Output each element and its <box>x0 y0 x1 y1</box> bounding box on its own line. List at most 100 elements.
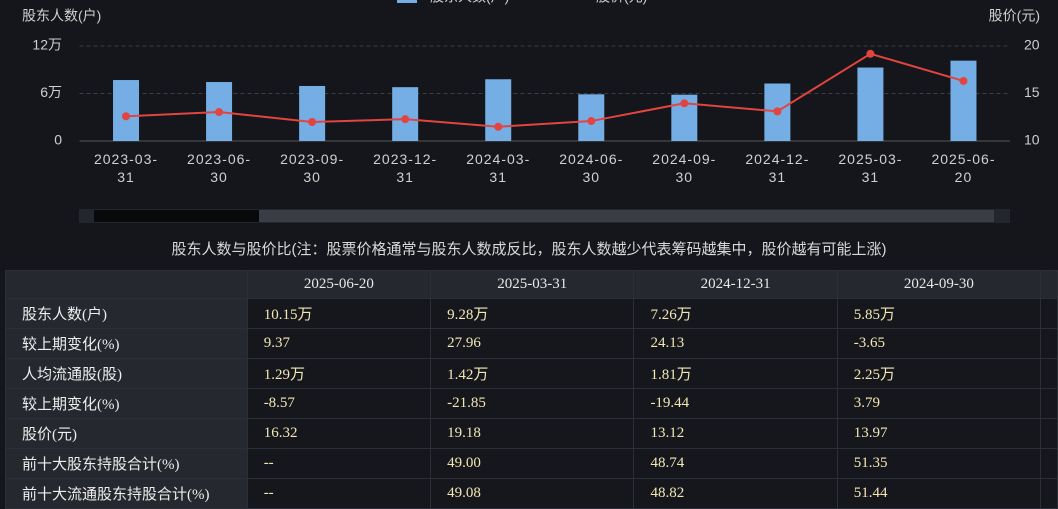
y-tick-label: 12万 <box>32 37 62 53</box>
cell: 1.42万 <box>430 358 635 389</box>
cell: 49.08 <box>430 478 635 509</box>
y-tick-label: 0 <box>54 132 62 148</box>
y2-tick-label: 10 <box>1024 132 1040 148</box>
cell: 24.13 <box>633 328 838 359</box>
cell: 49.00 <box>430 448 635 479</box>
cell: 16.32 <box>246 418 432 449</box>
price-dot <box>494 122 503 131</box>
price-dot <box>587 117 596 126</box>
cell: 48.82 <box>633 478 838 509</box>
table-row: 较上期变化(%) 9.37 27.96 24.13 -3.65 <box>5 328 1058 359</box>
cell: 9.37 <box>246 328 432 359</box>
cell: 1.29万 <box>246 358 432 389</box>
row-label: 股价(元) <box>5 418 248 449</box>
cell <box>1039 448 1058 479</box>
bar <box>299 85 326 141</box>
price-dot <box>122 112 131 121</box>
cell: 7.26万 <box>633 298 838 329</box>
price-dot <box>773 107 782 116</box>
y2-tick-label: 15 <box>1024 84 1040 100</box>
x-tick-label: 2023-12-31 <box>373 151 438 185</box>
bar <box>113 80 140 141</box>
price-dot <box>866 49 875 58</box>
x-tick-label: 2024-12-31 <box>745 151 810 185</box>
cell <box>1039 328 1058 359</box>
x-tick-label: 2024-03-31 <box>466 151 531 185</box>
cell: 3.79 <box>836 388 1041 419</box>
x-tick-label: 2025-03-31 <box>838 151 903 185</box>
price-line <box>125 52 964 128</box>
cell: 19.18 <box>430 418 635 449</box>
x-tick-label: 2023-09-30 <box>280 151 345 185</box>
table-row: 较上期变化(%) -8.57 -21.85 -19.44 3.79 <box>5 388 1058 419</box>
table-row: 股价(元) 16.32 19.18 13.12 13.97 <box>5 418 1058 449</box>
cell: 27.96 <box>430 328 635 359</box>
row-label: 较上期变化(%) <box>5 388 248 419</box>
cell <box>1039 478 1058 509</box>
price-dot <box>959 76 968 85</box>
cell <box>1039 418 1058 449</box>
cell: 13.97 <box>836 418 1041 449</box>
x-tick-label: 2023-03-31 <box>93 151 159 185</box>
row-label: 人均流通股(股) <box>5 358 248 389</box>
x-tick-label: 2025-06-20 <box>931 151 996 185</box>
header-cell: 2025-03-31 <box>430 270 635 299</box>
chart-panel: 股东人数(户) 股价(元) 0 6万 12万 10 15 20 股东人数(户) 股价(元) 股… <box>22 0 1040 258</box>
cell: 9.28万 <box>430 298 635 329</box>
bar <box>392 87 419 141</box>
price-dot <box>215 108 224 117</box>
table-row: 前十大流通股东持股合计(%) -- 49.08 48.82 51.44 <box>5 478 1058 509</box>
header-cell <box>5 270 248 299</box>
table-row: 股东人数(户) 10.15万 9.28万 7.26万 5.85万 <box>5 298 1058 329</box>
chart: 股东人数(户) 股价(元) 0 6万 12万 10 15 20 股东人数(户) 股价(元) <box>22 0 1040 223</box>
cell: -- <box>246 478 432 509</box>
header-row: 2025-06-20 2025-03-31 2024-12-31 2024-09-30 <box>5 270 1058 299</box>
bar <box>857 67 884 141</box>
row-label: 较上期变化(%) <box>5 328 248 359</box>
cell: 5.85万 <box>836 298 1041 329</box>
x-tick-label: 2024-06-30 <box>559 151 624 185</box>
cell: -19.44 <box>633 388 838 419</box>
legend-bar-swatch <box>397 0 417 3</box>
cell: -8.57 <box>246 388 432 419</box>
table-row: 人均流通股(股) 1.29万 1.42万 1.81万 2.25万 <box>5 358 1058 389</box>
row-label: 前十大流通股东持股合计(%) <box>5 478 248 509</box>
cell: 2.25万 <box>836 358 1041 389</box>
cell <box>1039 358 1058 389</box>
legend-label: 股东人数(户) <box>430 0 509 5</box>
legend-label: 股价(元) <box>596 0 647 5</box>
scrollbar-thumb[interactable] <box>259 210 994 222</box>
price-dot <box>308 118 317 126</box>
cell: 51.44 <box>836 478 1041 509</box>
y-axis-label: 股东人数(户) <box>22 8 101 24</box>
cell: 48.74 <box>633 448 838 479</box>
y-tick-label: 6万 <box>40 84 62 100</box>
y2-tick-label: 20 <box>1024 37 1040 53</box>
header-cell: 2024-09-30 <box>836 270 1041 299</box>
y2-axis-label: 股价(元) <box>989 8 1040 24</box>
cell: -- <box>246 448 432 479</box>
cell: 1.81万 <box>633 358 838 389</box>
x-tick-label: 2023-06-30 <box>187 151 252 185</box>
scrollbar-left <box>94 210 259 222</box>
bar <box>485 79 512 141</box>
header-cell: 2025-06-20 <box>246 270 432 299</box>
cell: 10.15万 <box>246 298 432 329</box>
header-cell: 2024-12-31 <box>633 270 838 299</box>
header-cell <box>1039 270 1058 299</box>
x-tick-label: 2024-09-30 <box>652 151 717 185</box>
price-dot <box>680 99 689 108</box>
table-row: 前十大股东持股合计(%) -- 49.00 48.74 51.35 <box>5 448 1058 479</box>
cell <box>1039 298 1058 329</box>
holder-table: 2025-06-20 2025-03-31 2024-12-31 2024-09-30… <box>5 270 1058 509</box>
cell: 13.12 <box>633 418 838 449</box>
cell: 51.35 <box>836 448 1041 479</box>
row-label: 前十大股东持股合计(%) <box>5 448 248 479</box>
cell <box>1039 388 1058 419</box>
bar <box>950 60 977 142</box>
caption: 股东人数与股价比(注：股票价格通常与股东人数成反比，股东人数越少代表筹码越集中，… <box>171 241 887 258</box>
price-dot <box>401 115 410 124</box>
cell: -21.85 <box>430 388 635 419</box>
cell: -3.65 <box>836 328 1041 359</box>
